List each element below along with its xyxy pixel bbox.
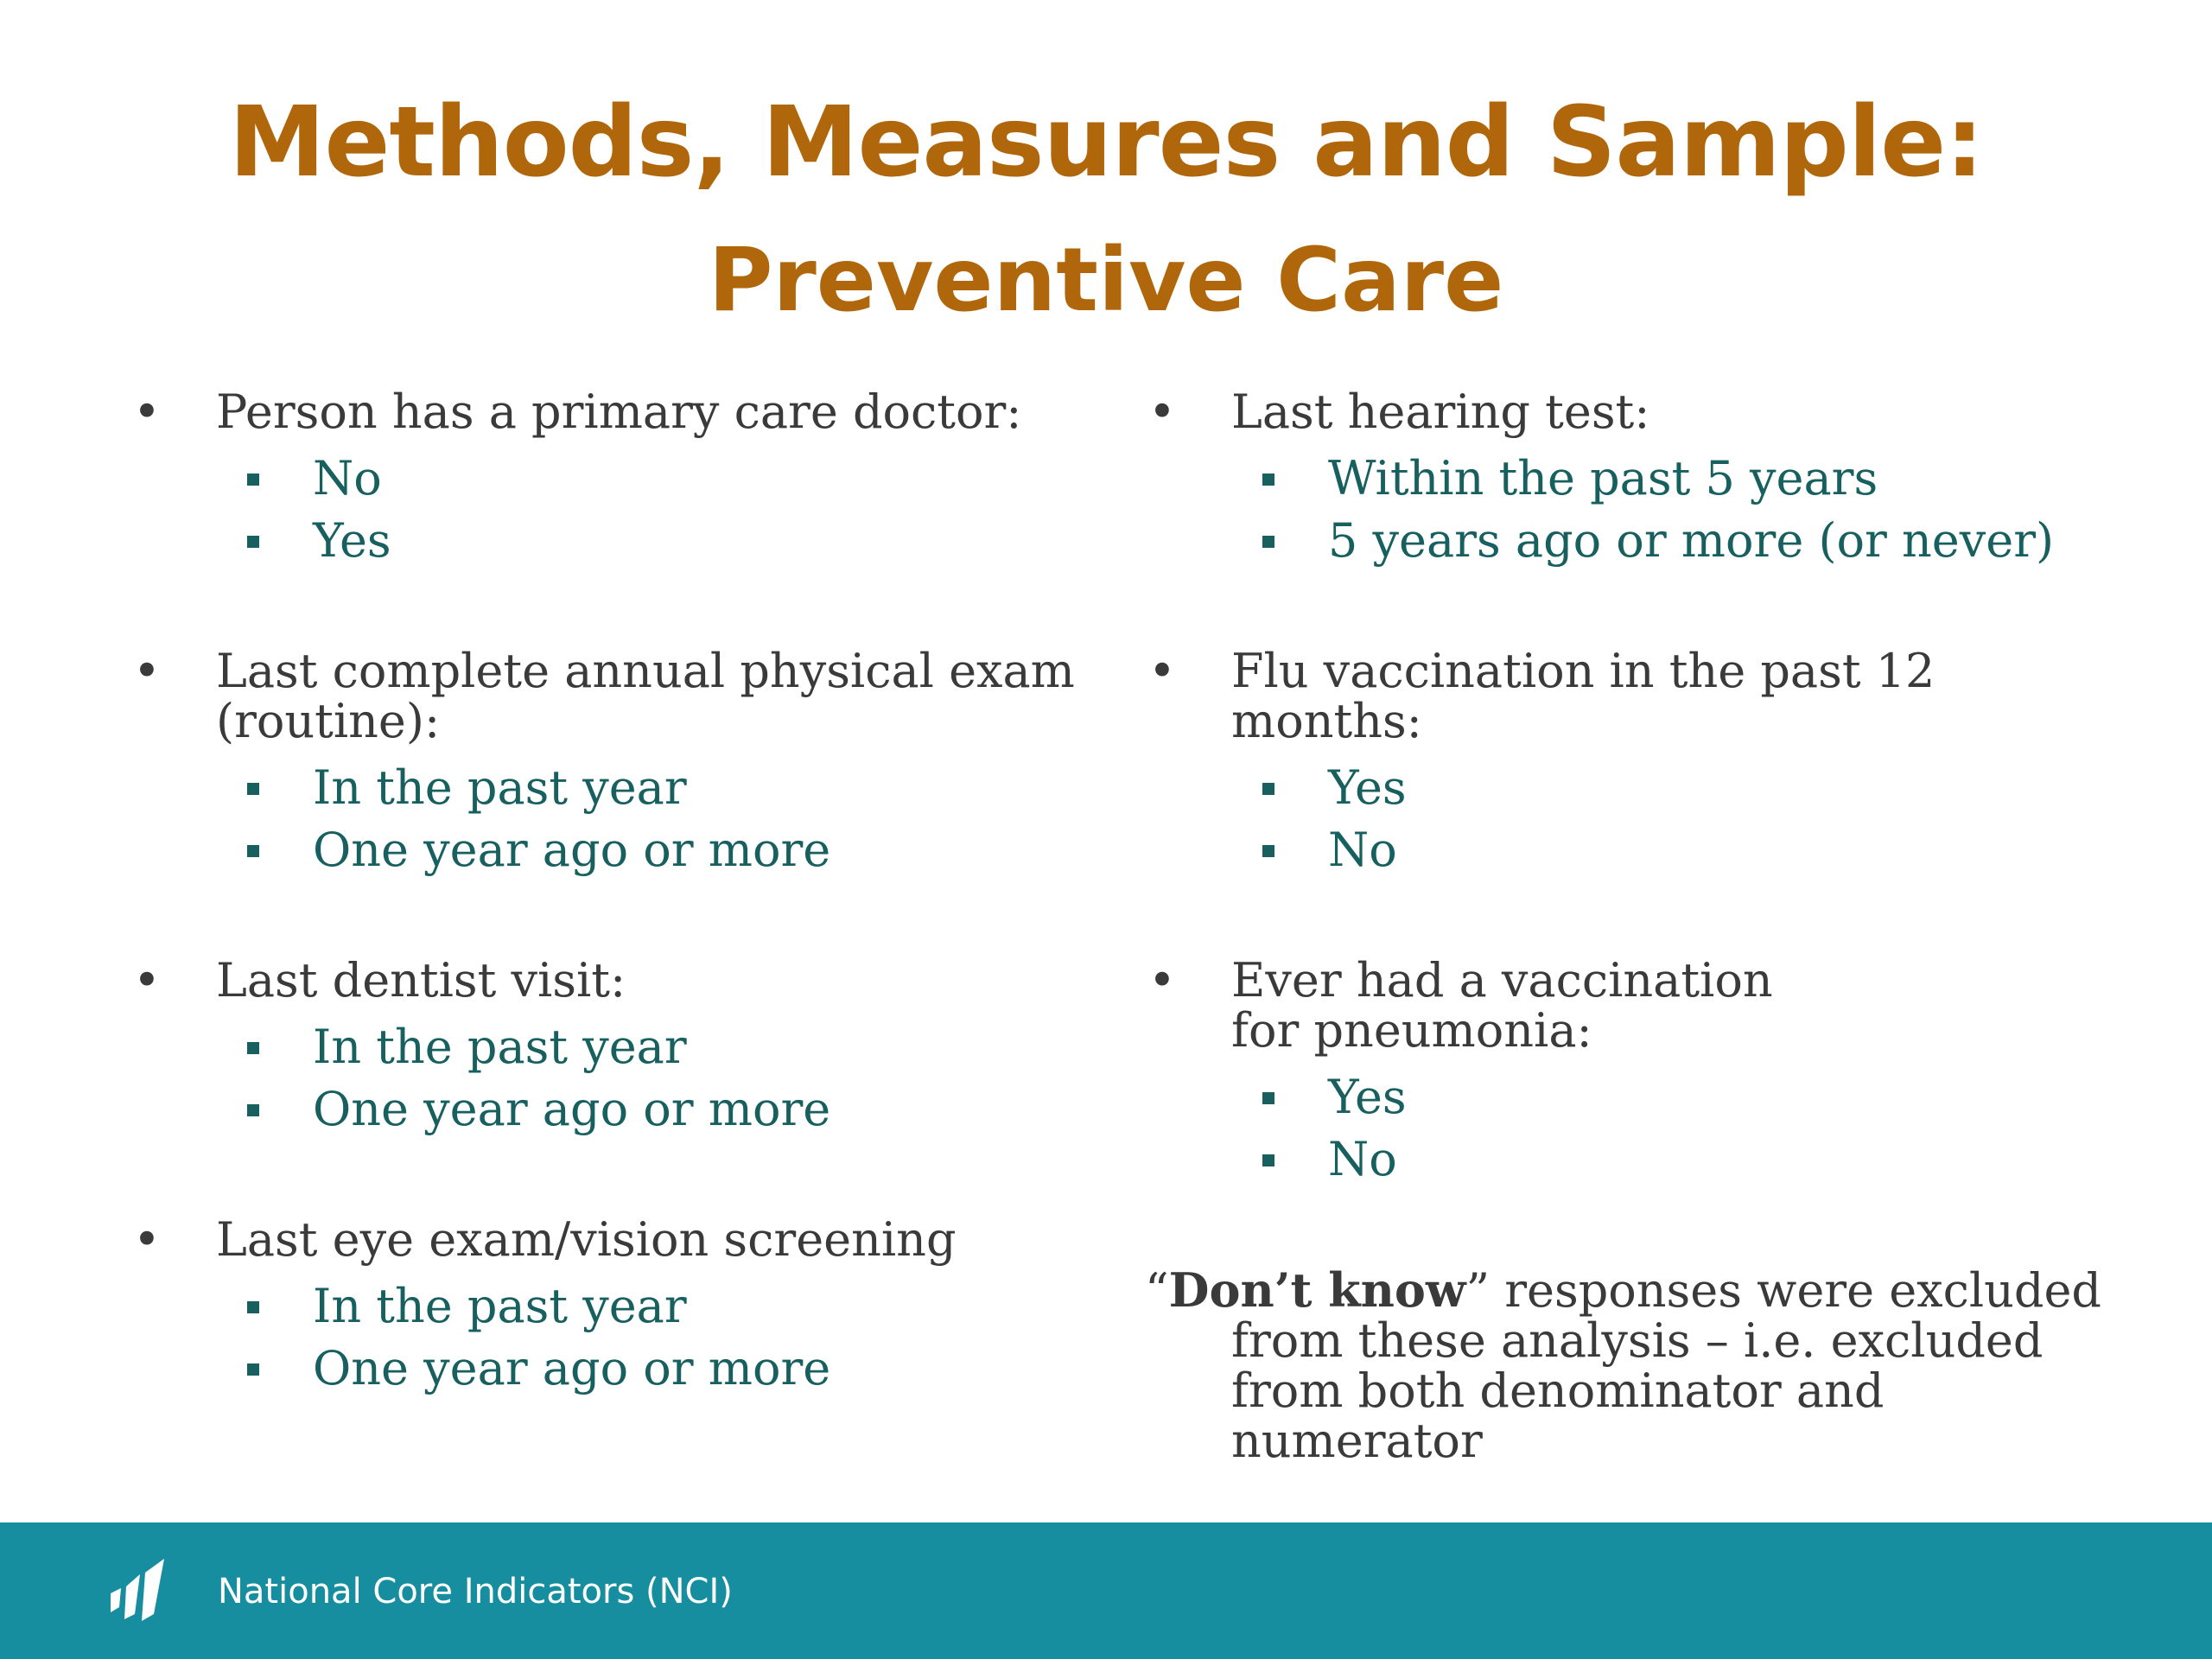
bullet-icon: •	[1148, 953, 1176, 1007]
measure-heading: Last dentist visit:	[216, 953, 626, 1007]
option-label: Yes	[1328, 1070, 1407, 1124]
bullet-icon: •	[133, 953, 161, 1007]
option-label: Yes	[1328, 760, 1407, 815]
measure-heading: Ever had a vaccination for pneumonia:	[1231, 953, 1773, 1058]
option-item: In the past year	[130, 1275, 1097, 1338]
square-bullet-icon	[247, 1301, 259, 1313]
note-bold-text: Don’t know	[1168, 1262, 1466, 1318]
option-label: No	[313, 451, 382, 505]
option-item: In the past year	[130, 1016, 1097, 1078]
square-bullet-icon	[1262, 1154, 1274, 1166]
measure-flu-vaccination: • Flu vaccination in the past 12 months:…	[1145, 646, 2139, 881]
bullet-icon: •	[1148, 385, 1176, 439]
footer-org-name: National Core Indicators (NCI)	[218, 1572, 733, 1611]
option-item: One year ago or more	[130, 1078, 1097, 1141]
option-item: No	[1145, 819, 2139, 881]
option-item: Yes	[1145, 757, 2139, 819]
option-item: Within the past 5 years	[1145, 448, 2139, 510]
measure-primary-care: • Person has a primary care doctor: No Y…	[130, 387, 1097, 572]
option-list: Within the past 5 years 5 years ago or m…	[1145, 448, 2139, 572]
square-bullet-icon	[247, 845, 259, 857]
option-list: Yes No	[1145, 757, 2139, 881]
square-bullet-icon	[247, 536, 259, 548]
dont-know-note: “Don’t know” responses were excluded fro…	[1145, 1265, 2139, 1466]
option-item: One year ago or more	[130, 819, 1097, 881]
measure-eye-exam: • Last eye exam/vision screening In the …	[130, 1215, 1097, 1400]
footer-bar: National Core Indicators (NCI)	[0, 1522, 2212, 1659]
option-item: Yes	[130, 510, 1097, 572]
measure-heading: Person has a primary care doctor:	[216, 385, 1022, 439]
option-item: One year ago or more	[130, 1338, 1097, 1400]
measure-heading: Last hearing test:	[1231, 385, 1650, 439]
title-line-2: Preventive Care	[708, 229, 1504, 332]
option-label: No	[1328, 823, 1397, 877]
option-label: 5 years ago or more (or never)	[1328, 513, 2055, 568]
measure-heading: Last eye exam/vision screening	[216, 1212, 957, 1267]
note-open-quote: “	[1145, 1263, 1169, 1318]
square-bullet-icon	[247, 1363, 259, 1376]
option-label: In the past year	[313, 1279, 687, 1333]
square-bullet-icon	[1262, 474, 1274, 486]
measure-heading: Last complete annual physical exam (rout…	[216, 644, 1075, 748]
bullet-icon: •	[1148, 644, 1176, 698]
square-bullet-icon	[1262, 1092, 1274, 1104]
option-label: In the past year	[313, 1020, 687, 1074]
bullet-icon: •	[133, 1212, 161, 1267]
option-list: No Yes	[130, 448, 1097, 572]
square-bullet-icon	[247, 1042, 259, 1054]
option-label: Yes	[313, 513, 391, 568]
option-label: In the past year	[313, 760, 687, 815]
option-label: One year ago or more	[313, 1082, 831, 1136]
option-label: One year ago or more	[313, 823, 831, 877]
square-bullet-icon	[247, 1104, 259, 1116]
right-column: • Last hearing test: Within the past 5 y…	[1145, 387, 2139, 1466]
option-item: 5 years ago or more (or never)	[1145, 510, 2139, 572]
option-label: No	[1328, 1132, 1397, 1186]
option-label: One year ago or more	[313, 1341, 831, 1395]
measure-physical-exam: • Last complete annual physical exam (ro…	[130, 646, 1097, 881]
bullet-icon: •	[133, 385, 161, 439]
square-bullet-icon	[1262, 845, 1274, 857]
option-list: In the past year One year ago or more	[130, 757, 1097, 881]
slide-title: Methods, Measures and Sample: Preventive…	[0, 78, 2212, 346]
option-label: Within the past 5 years	[1328, 451, 1878, 505]
title-line-1: Methods, Measures and Sample:	[229, 86, 1984, 199]
option-list: Yes No	[1145, 1066, 2139, 1191]
option-item: No	[1145, 1128, 2139, 1191]
option-list: In the past year One year ago or more	[130, 1016, 1097, 1141]
measure-hearing-test: • Last hearing test: Within the past 5 y…	[1145, 387, 2139, 572]
square-bullet-icon	[1262, 783, 1274, 795]
left-column: • Person has a primary care doctor: No Y…	[130, 387, 1097, 1474]
option-item: No	[130, 448, 1097, 510]
bullet-icon: •	[133, 644, 161, 698]
measure-heading: Flu vaccination in the past 12 months:	[1231, 644, 1936, 748]
note-text: ” responses were excluded from these ana…	[1231, 1263, 2102, 1468]
measure-dentist-visit: • Last dentist visit: In the past year O…	[130, 956, 1097, 1141]
option-item: In the past year	[130, 757, 1097, 819]
square-bullet-icon	[1262, 536, 1274, 548]
square-bullet-icon	[247, 783, 259, 795]
option-list: In the past year One year ago or more	[130, 1275, 1097, 1400]
measure-pneumonia-vaccination: • Ever had a vaccination for pneumonia: …	[1145, 956, 2139, 1191]
nci-logo-icon	[111, 1559, 164, 1621]
square-bullet-icon	[247, 474, 259, 486]
option-item: Yes	[1145, 1066, 2139, 1128]
